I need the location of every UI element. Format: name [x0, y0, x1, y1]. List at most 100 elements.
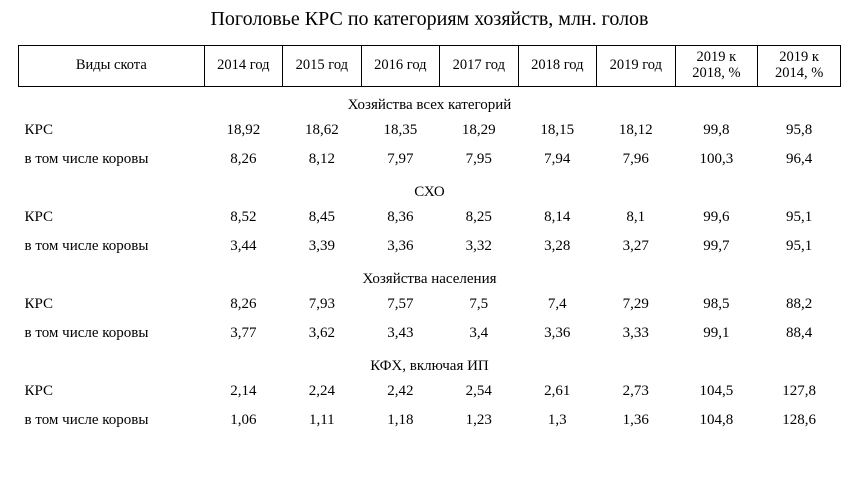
table-row: в том числе коровы 3,77 3,62 3,43 3,4 3,…	[19, 319, 841, 348]
table-header-row: Виды скота 2014 год 2015 год 2016 год 20…	[19, 46, 841, 87]
row-label: в том числе коровы	[19, 319, 205, 348]
cell: 104,5	[675, 377, 758, 406]
cell: 99,1	[675, 319, 758, 348]
cell: 3,33	[597, 319, 675, 348]
cell: 1,11	[283, 406, 361, 435]
cell: 3,39	[283, 232, 361, 261]
cell: 18,12	[597, 116, 675, 145]
cell: 7,96	[597, 145, 675, 174]
cell: 7,29	[597, 290, 675, 319]
cell: 3,4	[440, 319, 518, 348]
cell: 2,42	[361, 377, 439, 406]
cell: 3,27	[597, 232, 675, 261]
cell: 2,24	[283, 377, 361, 406]
col-header-2019: 2019 год	[597, 46, 675, 87]
cell: 7,97	[361, 145, 439, 174]
cell: 96,4	[758, 145, 841, 174]
cell: 128,6	[758, 406, 841, 435]
cell: 18,35	[361, 116, 439, 145]
col-header-2014: 2014 год	[204, 46, 282, 87]
cell: 95,1	[758, 232, 841, 261]
cell: 127,8	[758, 377, 841, 406]
cell: 99,7	[675, 232, 758, 261]
cell: 2,14	[204, 377, 282, 406]
section-heading: СХО	[19, 174, 841, 203]
cell: 18,29	[440, 116, 518, 145]
data-table: Виды скота 2014 год 2015 год 2016 год 20…	[18, 45, 841, 435]
table-row: в том числе коровы 8,26 8,12 7,97 7,95 7…	[19, 145, 841, 174]
cell: 8,25	[440, 203, 518, 232]
table-row: в том числе коровы 3,44 3,39 3,36 3,32 3…	[19, 232, 841, 261]
col-header-2015: 2015 год	[283, 46, 361, 87]
cell: 3,77	[204, 319, 282, 348]
cell: 99,8	[675, 116, 758, 145]
cell: 7,5	[440, 290, 518, 319]
page: Поголовье КРС по категориям хозяйств, мл…	[0, 0, 859, 500]
cell: 3,62	[283, 319, 361, 348]
cell: 8,52	[204, 203, 282, 232]
cell: 8,12	[283, 145, 361, 174]
cell: 1,18	[361, 406, 439, 435]
page-title: Поголовье КРС по категориям хозяйств, мл…	[18, 8, 841, 31]
cell: 1,23	[440, 406, 518, 435]
cell: 3,36	[518, 319, 596, 348]
cell: 3,44	[204, 232, 282, 261]
section-heading: Хозяйства всех категорий	[19, 87, 841, 117]
cell: 18,15	[518, 116, 596, 145]
cell: 7,4	[518, 290, 596, 319]
cell: 8,26	[204, 290, 282, 319]
cell: 98,5	[675, 290, 758, 319]
cell: 1,36	[597, 406, 675, 435]
cell: 3,43	[361, 319, 439, 348]
cell: 2,54	[440, 377, 518, 406]
cell: 1,3	[518, 406, 596, 435]
cell: 7,93	[283, 290, 361, 319]
col-header-2019-to-2014-l1: 2019 к	[779, 49, 819, 65]
section-heading: КФХ, включая ИП	[19, 348, 841, 377]
col-header-2019-to-2014-l2: 2014, %	[775, 65, 823, 81]
table-row: КРС 8,26 7,93 7,57 7,5 7,4 7,29 98,5 88,…	[19, 290, 841, 319]
cell: 7,94	[518, 145, 596, 174]
cell: 95,1	[758, 203, 841, 232]
section-heading-text: Хозяйства всех категорий	[19, 87, 841, 117]
cell: 88,2	[758, 290, 841, 319]
cell: 95,8	[758, 116, 841, 145]
col-header-2019-to-2014: 2019 к 2014, %	[758, 46, 841, 87]
row-label: КРС	[19, 290, 205, 319]
section-heading-text: Хозяйства населения	[19, 261, 841, 290]
row-label: в том числе коровы	[19, 145, 205, 174]
row-label: КРС	[19, 116, 205, 145]
cell: 18,62	[283, 116, 361, 145]
cell: 3,32	[440, 232, 518, 261]
table-row: КРС 8,52 8,45 8,36 8,25 8,14 8,1 99,6 95…	[19, 203, 841, 232]
cell: 7,95	[440, 145, 518, 174]
section-heading: Хозяйства населения	[19, 261, 841, 290]
cell: 99,6	[675, 203, 758, 232]
table-row: КРС 2,14 2,24 2,42 2,54 2,61 2,73 104,5 …	[19, 377, 841, 406]
cell: 8,14	[518, 203, 596, 232]
cell: 7,57	[361, 290, 439, 319]
cell: 2,61	[518, 377, 596, 406]
row-label: КРС	[19, 377, 205, 406]
table-row: КРС 18,92 18,62 18,35 18,29 18,15 18,12 …	[19, 116, 841, 145]
cell: 8,26	[204, 145, 282, 174]
cell: 3,36	[361, 232, 439, 261]
section-heading-text: КФХ, включая ИП	[19, 348, 841, 377]
row-label: КРС	[19, 203, 205, 232]
col-header-2019-to-2018: 2019 к 2018, %	[675, 46, 758, 87]
col-header-2016: 2016 год	[361, 46, 439, 87]
cell: 8,1	[597, 203, 675, 232]
cell: 8,45	[283, 203, 361, 232]
section-heading-text: СХО	[19, 174, 841, 203]
cell: 2,73	[597, 377, 675, 406]
table-row: в том числе коровы 1,06 1,11 1,18 1,23 1…	[19, 406, 841, 435]
col-header-2019-to-2018-l2: 2018, %	[692, 65, 740, 81]
col-header-2019-to-2018-l1: 2019 к	[697, 49, 737, 65]
col-header-2017: 2017 год	[440, 46, 518, 87]
row-label: в том числе коровы	[19, 406, 205, 435]
cell: 18,92	[204, 116, 282, 145]
cell: 100,3	[675, 145, 758, 174]
col-header-2018: 2018 год	[518, 46, 596, 87]
cell: 104,8	[675, 406, 758, 435]
cell: 88,4	[758, 319, 841, 348]
